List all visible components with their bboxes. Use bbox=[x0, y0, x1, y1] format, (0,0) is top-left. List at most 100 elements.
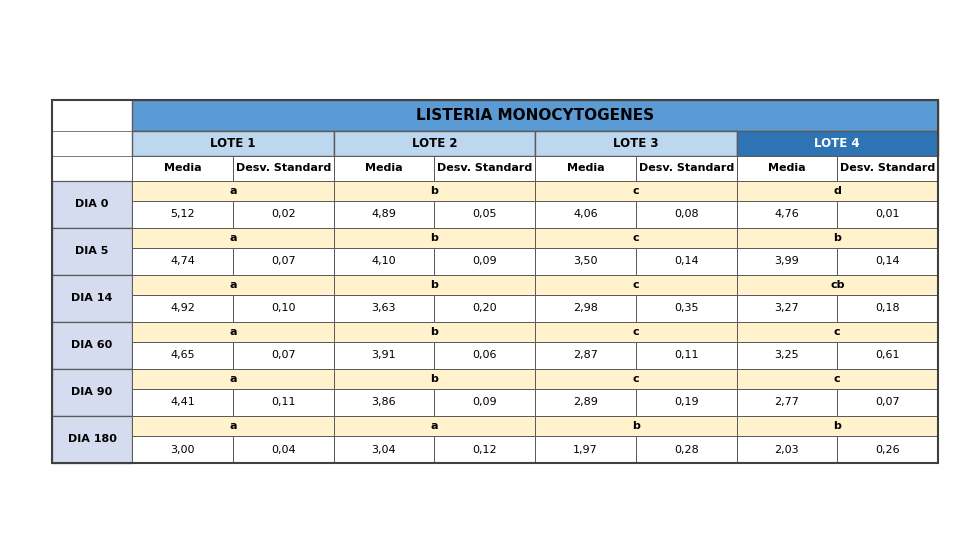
Bar bbox=[333, 369, 535, 389]
Bar bbox=[837, 342, 938, 369]
Text: 0,09: 0,09 bbox=[472, 256, 497, 267]
Bar bbox=[434, 295, 535, 322]
Bar bbox=[333, 132, 535, 156]
Text: 2,89: 2,89 bbox=[573, 398, 598, 408]
Bar bbox=[132, 132, 333, 156]
Text: 4,74: 4,74 bbox=[170, 256, 195, 267]
Bar bbox=[434, 342, 535, 369]
Text: 0,09: 0,09 bbox=[472, 398, 497, 408]
Bar bbox=[52, 100, 938, 463]
Bar bbox=[52, 228, 132, 275]
Bar bbox=[737, 132, 938, 156]
Text: b: b bbox=[632, 421, 640, 431]
Text: a: a bbox=[229, 280, 236, 290]
Bar bbox=[333, 248, 434, 275]
Text: 0,07: 0,07 bbox=[270, 351, 295, 361]
Text: b: b bbox=[430, 374, 438, 384]
Text: c: c bbox=[834, 327, 841, 337]
Text: 4,41: 4,41 bbox=[170, 398, 195, 408]
Bar bbox=[132, 228, 333, 248]
Bar bbox=[233, 201, 333, 228]
Text: b: b bbox=[430, 327, 438, 337]
Text: 0,19: 0,19 bbox=[674, 398, 699, 408]
Text: Media: Media bbox=[164, 164, 201, 174]
Text: 0,02: 0,02 bbox=[270, 209, 295, 220]
Bar bbox=[535, 201, 636, 228]
Bar bbox=[132, 201, 233, 228]
Text: DIA 5: DIA 5 bbox=[75, 246, 109, 256]
Text: 0,01: 0,01 bbox=[875, 209, 900, 220]
Text: a: a bbox=[229, 421, 236, 431]
Bar bbox=[837, 248, 938, 275]
Text: c: c bbox=[632, 374, 639, 384]
Text: 4,76: 4,76 bbox=[774, 209, 800, 220]
Text: 0,14: 0,14 bbox=[674, 256, 699, 267]
Text: 0,61: 0,61 bbox=[875, 351, 900, 361]
Bar bbox=[737, 342, 837, 369]
Bar bbox=[333, 201, 434, 228]
Bar bbox=[837, 156, 938, 181]
Text: 3,63: 3,63 bbox=[371, 304, 396, 314]
Text: a: a bbox=[229, 374, 236, 384]
Bar bbox=[837, 201, 938, 228]
Text: c: c bbox=[834, 374, 841, 384]
Text: 4,10: 4,10 bbox=[371, 256, 396, 267]
Bar bbox=[132, 181, 333, 201]
Text: 3,91: 3,91 bbox=[371, 351, 396, 361]
Text: 0,11: 0,11 bbox=[674, 351, 699, 361]
Bar bbox=[132, 100, 938, 132]
Text: 4,65: 4,65 bbox=[171, 351, 195, 361]
Bar bbox=[132, 436, 233, 463]
Bar bbox=[132, 342, 233, 369]
Bar bbox=[52, 156, 132, 181]
Text: d: d bbox=[833, 186, 841, 196]
Text: 0,10: 0,10 bbox=[270, 304, 295, 314]
Text: 0,26: 0,26 bbox=[875, 445, 900, 455]
Bar bbox=[233, 342, 333, 369]
Bar bbox=[535, 228, 737, 248]
Text: 3,00: 3,00 bbox=[171, 445, 195, 455]
Bar bbox=[333, 436, 434, 463]
Text: Desv. Standard: Desv. Standard bbox=[235, 164, 331, 174]
Text: 3,86: 3,86 bbox=[371, 398, 396, 408]
Bar bbox=[636, 156, 737, 181]
Text: 0,07: 0,07 bbox=[875, 398, 900, 408]
Bar bbox=[434, 436, 535, 463]
Text: 0,07: 0,07 bbox=[270, 256, 295, 267]
Text: c: c bbox=[632, 327, 639, 337]
Bar bbox=[737, 275, 938, 295]
Text: LOTE 4: LOTE 4 bbox=[814, 137, 860, 150]
Bar bbox=[535, 322, 737, 342]
Text: 0,06: 0,06 bbox=[472, 351, 497, 361]
Bar bbox=[233, 389, 333, 416]
Bar bbox=[837, 389, 938, 416]
Bar bbox=[132, 369, 333, 389]
Text: 3,25: 3,25 bbox=[774, 351, 799, 361]
Bar bbox=[434, 156, 535, 181]
Bar bbox=[52, 181, 132, 228]
Bar bbox=[636, 389, 737, 416]
Bar bbox=[52, 369, 132, 416]
Bar bbox=[333, 416, 535, 436]
Text: 5,12: 5,12 bbox=[171, 209, 195, 220]
Text: b: b bbox=[833, 233, 841, 243]
Text: DIA 0: DIA 0 bbox=[75, 199, 109, 209]
Bar bbox=[535, 389, 636, 416]
Bar bbox=[333, 156, 434, 181]
Bar bbox=[535, 295, 636, 322]
Bar bbox=[737, 201, 837, 228]
Bar bbox=[132, 156, 233, 181]
Bar bbox=[434, 389, 535, 416]
Text: 0,05: 0,05 bbox=[472, 209, 497, 220]
Text: DIA 14: DIA 14 bbox=[72, 293, 113, 304]
Bar bbox=[132, 322, 333, 342]
Bar bbox=[52, 275, 132, 322]
Bar bbox=[52, 416, 132, 463]
Bar bbox=[636, 248, 737, 275]
Text: 3,99: 3,99 bbox=[774, 256, 800, 267]
Text: 0,12: 0,12 bbox=[472, 445, 497, 455]
Bar bbox=[535, 181, 737, 201]
Bar bbox=[535, 132, 737, 156]
Bar bbox=[333, 181, 535, 201]
Bar bbox=[233, 156, 333, 181]
